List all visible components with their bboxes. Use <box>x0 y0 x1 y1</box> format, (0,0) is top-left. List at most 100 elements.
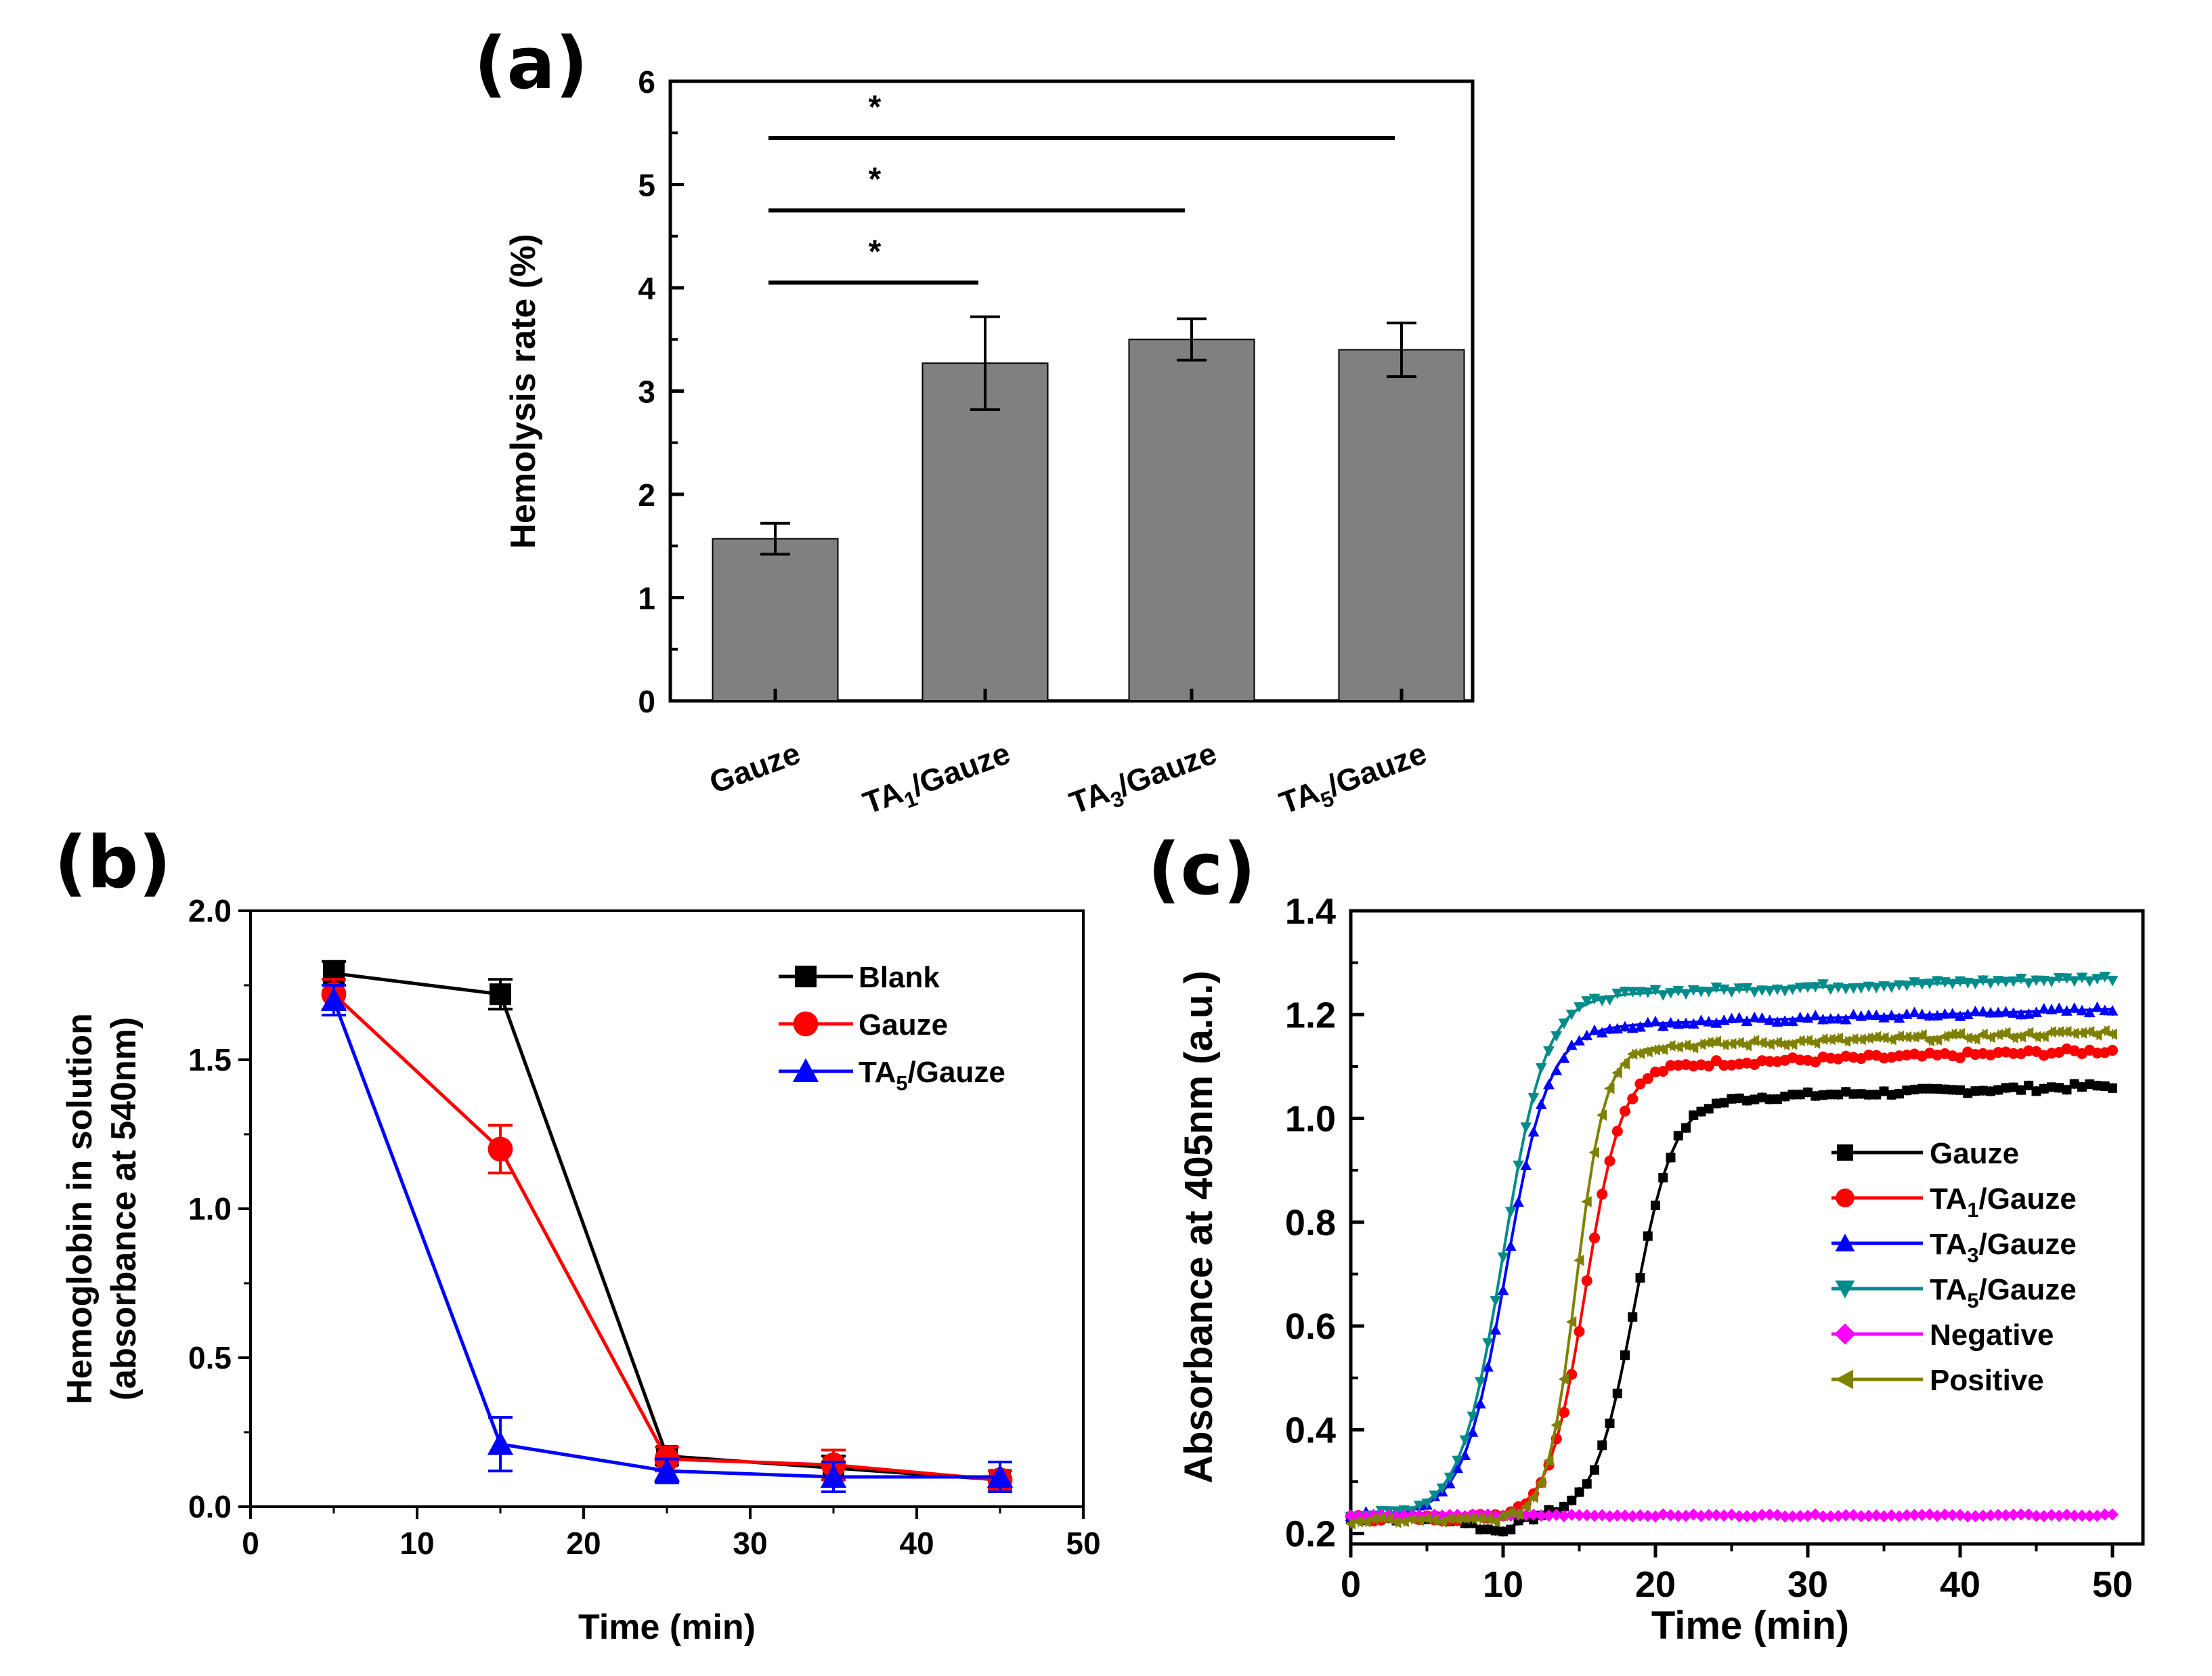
panel-c-point <box>1582 1479 1592 1489</box>
panel-c-point <box>1985 978 1997 989</box>
panel-c-point <box>1938 1508 1951 1521</box>
panel-c-point <box>1421 1498 1433 1509</box>
panel-a-x-tick-label-rest: /Gauze <box>1113 735 1221 803</box>
panel-c-point <box>1695 1014 1707 1025</box>
panel-c-point <box>1863 1009 1875 1020</box>
panel-c-point <box>2022 1508 2035 1521</box>
panel-label-a: (a) <box>474 22 588 105</box>
panel-c-x-tick-label: 20 <box>1635 1564 1676 1605</box>
panel-c-point <box>1573 1509 1586 1522</box>
panel-c-point <box>1535 1509 1548 1522</box>
panel-c-point <box>2031 1086 2041 1096</box>
panel-c-point <box>1665 988 1676 999</box>
panel-c-point <box>2053 1026 2064 1038</box>
panel-a-x-tick-label: TA3/Gauze <box>1065 735 1223 827</box>
panel-c-point <box>1863 1032 1873 1044</box>
panel-c-point <box>1894 1089 1904 1099</box>
panel-c-x-tick-label: 30 <box>1787 1564 1828 1605</box>
panel-c-point <box>1597 1188 1608 1200</box>
panel-c-point <box>1474 1513 1485 1525</box>
panel-b-x-tick-label: 50 <box>1066 1526 1100 1561</box>
panel-c-legend-label: TA1/Gauze <box>1930 1182 2077 1222</box>
panel-c-point <box>1870 983 1882 993</box>
panel-c-point <box>1482 1513 1493 1525</box>
panel-c-point <box>2045 976 2058 987</box>
panel-c-point <box>1559 1501 1569 1511</box>
panel-c-point <box>2106 1028 2117 1040</box>
panel-c-point <box>1558 1052 1570 1063</box>
panel-c-point <box>1917 1083 1927 1094</box>
panel-c-point <box>1834 1090 1843 1100</box>
panel-c-point <box>2106 976 2119 987</box>
panel-c-point <box>2045 1509 2058 1522</box>
panel-c-point <box>1787 1015 1798 1027</box>
panel-c-point <box>1915 1509 1928 1522</box>
panel-b-frame <box>249 909 1085 1508</box>
panel-c-point <box>1953 1509 1967 1522</box>
panel-a-significance-star: * <box>869 234 882 270</box>
panel-b-x-axis-title: Time (min) <box>578 1608 756 1647</box>
panel-c-point <box>2061 973 2073 984</box>
panel-c-point <box>1672 1041 1683 1053</box>
panel-c-point <box>1802 982 1814 993</box>
panel-c-point <box>1825 1013 1837 1024</box>
panel-c-point <box>2022 1027 2034 1039</box>
panel-c-point <box>1558 1406 1570 1418</box>
panel-c-y-tick-label: 1.0 <box>1285 1099 1336 1140</box>
panel-c-point <box>1368 1513 1379 1524</box>
panel-c-point <box>1764 1038 1775 1050</box>
panel-c-point <box>1848 1089 1859 1099</box>
panel-c-point <box>1892 1510 1906 1523</box>
panel-c-point <box>2015 1031 2026 1043</box>
panel-c-point <box>1474 1377 1486 1388</box>
panel-c-point <box>1779 1015 1791 1026</box>
panel-c-point <box>1992 976 2004 987</box>
panel-c-point <box>1818 1090 1828 1100</box>
panel-c-point <box>2014 1508 2028 1521</box>
panel-c-point <box>2031 1031 2041 1043</box>
panel-c-point <box>2008 1031 2018 1044</box>
panel-c-point <box>1703 1060 1714 1072</box>
panel-b-legend-label-base: Gauze <box>859 1008 948 1041</box>
panel-c-point <box>1642 1073 1653 1084</box>
panel-c-line-chart: 0 10 20 30 40 50 0.2 0.4 0.6 0.8 1.0 1.2 1.4 Gauze TA… <box>1177 891 2145 1648</box>
panel-c-point <box>1940 1084 1950 1094</box>
panel-c-point <box>1970 1033 1980 1045</box>
panel-c-point <box>1649 985 1662 996</box>
panel-c-legend-marker <box>1837 1144 1853 1161</box>
panel-c-point <box>2083 1509 2096 1522</box>
panel-a-x-tick-label-base: TA <box>1065 774 1114 821</box>
panel-c-point <box>2091 974 2103 985</box>
panel-c-legend-label-base: TA <box>1930 1228 1967 1261</box>
panel-c-point <box>1567 1495 1577 1505</box>
panel-b-legend-label: TA5/Gauze <box>859 1056 1005 1095</box>
panel-a-x-tick-label: Gauze <box>705 735 805 800</box>
panel-c-point <box>1391 1516 1402 1528</box>
panel-c-point <box>1543 1046 1555 1057</box>
panel-c-point <box>1497 1284 1509 1295</box>
panel-c-point <box>1574 1002 1585 1013</box>
panel-c-point <box>1520 1159 1532 1171</box>
panel-c-point <box>1931 1509 1944 1522</box>
panel-a-y-tick-label: 3 <box>638 374 655 410</box>
panel-c-point <box>1360 1516 1371 1528</box>
panel-c-point <box>1635 1273 1645 1283</box>
panel-c-point <box>1970 979 1981 990</box>
panel-c-point <box>1977 975 1989 986</box>
panel-c-y-axis-title: Absorbance at 405nm (a.u.) <box>1177 970 1221 1483</box>
panel-c-point <box>1421 1513 1432 1524</box>
panel-c-point <box>1856 1089 1866 1099</box>
panel-c-point <box>1832 1012 1844 1024</box>
panel-c-point <box>1429 1514 1439 1526</box>
panel-c-point <box>2031 975 2042 987</box>
panel-c-point <box>1992 1006 2004 1018</box>
panel-c-point <box>1581 1196 1592 1207</box>
panel-c-point <box>1976 1509 1989 1522</box>
panel-c-point <box>1947 1008 1959 1018</box>
panel-c-point <box>1795 1090 1805 1100</box>
panel-c-point <box>1550 1419 1561 1431</box>
panel-c-point <box>1893 1030 1904 1042</box>
panel-a-significance-star: * <box>869 89 882 125</box>
panel-c-point <box>1406 1513 1416 1526</box>
panel-a-x-tick-label: TA1/Gauze <box>859 735 1017 827</box>
